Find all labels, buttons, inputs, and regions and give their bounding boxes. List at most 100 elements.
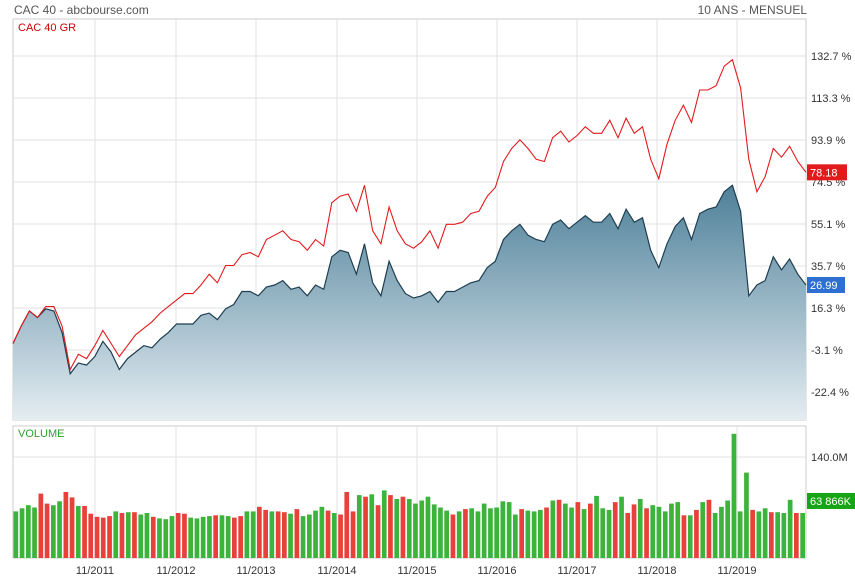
volume-last-value-bg <box>807 492 855 509</box>
x-tick-label: 11/2012 <box>157 565 196 577</box>
volume-bar <box>138 514 144 558</box>
volume-bar <box>513 514 518 558</box>
volume-bar <box>94 516 100 558</box>
x-tick-label: 11/2015 <box>398 565 437 577</box>
volume-bar <box>588 503 593 558</box>
volume-bar <box>213 515 218 558</box>
x-tick-label: 11/2017 <box>558 565 597 577</box>
volume-bar <box>413 503 418 558</box>
volume-bar <box>107 516 112 558</box>
volume-bar <box>556 499 562 558</box>
volume-bar <box>581 509 587 558</box>
volume-bar <box>257 506 262 558</box>
volume-bar <box>625 513 631 558</box>
volume-bar <box>656 506 662 558</box>
x-tick-label: 11/2019 <box>718 565 757 577</box>
x-tick-label: 11/2016 <box>478 565 517 577</box>
volume-bar <box>450 514 456 558</box>
volume-bar <box>350 511 356 558</box>
chart-source-label: CAC 40 - abcbourse.com <box>14 3 149 17</box>
volume-bar <box>113 511 119 558</box>
cac40-area <box>13 185 806 420</box>
volume-bar <box>456 511 462 558</box>
volume-bar <box>232 517 237 558</box>
y-tick-label: 16.3 % <box>811 303 845 315</box>
volume-bar <box>762 508 768 558</box>
cac40-last-value: 26.99 <box>810 280 838 292</box>
volume-bar <box>544 507 549 558</box>
volume-bar <box>563 503 568 558</box>
volume-bar <box>694 509 699 558</box>
volume-bar <box>144 513 150 558</box>
volume-bar <box>675 502 681 558</box>
volume-bar <box>100 517 106 558</box>
volume-bar <box>163 519 169 558</box>
volume-bar <box>244 511 250 558</box>
volume-bar <box>282 512 287 558</box>
y-tick-label: 93.9 % <box>811 135 845 147</box>
volume-bar <box>531 511 537 558</box>
volume-bar <box>363 496 368 558</box>
volume-bar <box>712 513 718 558</box>
volume-bar <box>744 472 749 558</box>
volume-bar <box>175 513 181 558</box>
volume-bar <box>737 511 743 558</box>
price-panel <box>12 58 807 420</box>
volume-bar <box>425 496 431 558</box>
volume-panel <box>13 433 805 558</box>
volume-bar <box>307 514 312 558</box>
volume-bar <box>19 508 25 558</box>
volume-y-tick-label: 140.0M <box>811 452 848 464</box>
volume-last-value: 63 866K <box>810 496 852 508</box>
volume-bar <box>13 511 19 558</box>
volume-bar <box>400 496 406 558</box>
volume-bar <box>687 515 693 558</box>
volume-bar <box>356 495 362 558</box>
volume-bar <box>800 513 805 558</box>
y-tick-label: 35.7 % <box>811 261 845 273</box>
volume-bar <box>188 517 193 558</box>
volume-bar <box>644 508 649 558</box>
volume-bar <box>438 507 443 558</box>
volume-bar <box>263 509 268 558</box>
volume-bar <box>82 506 87 558</box>
cac40-last-value-bg <box>807 276 845 293</box>
volume-bar <box>182 513 187 558</box>
volume-bar <box>200 516 206 558</box>
volume-bar <box>488 508 493 558</box>
volume-bar <box>150 516 156 558</box>
volume-bar <box>594 495 599 558</box>
volume-bar <box>157 518 162 558</box>
volume-bar <box>431 504 437 558</box>
volume-bar <box>325 510 331 558</box>
volume-bar <box>194 518 200 558</box>
volume-bar <box>225 516 231 558</box>
volume-panel-label: VOLUME <box>18 428 65 440</box>
volume-bar <box>481 503 487 558</box>
volume-bar <box>750 509 755 558</box>
volume-bar <box>169 516 175 558</box>
volume-bar <box>650 505 656 558</box>
cac40-gr-last-value-bg <box>807 164 847 181</box>
volume-bar <box>38 493 44 558</box>
volume-bar <box>575 502 581 558</box>
volume-bar <box>250 511 256 558</box>
chart-period-label[interactable]: 10 ANS - MENSUEL <box>697 3 807 17</box>
volume-bar <box>538 509 543 558</box>
volume-bar <box>494 507 499 558</box>
volume-bar <box>463 509 468 558</box>
volume-bar <box>51 505 56 558</box>
volume-bar <box>338 514 343 558</box>
x-tick-label: 11/2014 <box>318 565 357 577</box>
volume-bar <box>294 509 300 558</box>
cac40-gr-line <box>12 58 807 372</box>
volume-bar <box>57 501 62 558</box>
volume-bar <box>331 513 337 558</box>
volume-bar <box>319 506 325 558</box>
volume-bar <box>238 516 243 558</box>
volume-bar <box>44 503 50 558</box>
volume-bar <box>63 492 69 558</box>
volume-bar <box>369 494 375 558</box>
volume-bar <box>344 492 350 558</box>
volume-bar <box>731 433 737 558</box>
